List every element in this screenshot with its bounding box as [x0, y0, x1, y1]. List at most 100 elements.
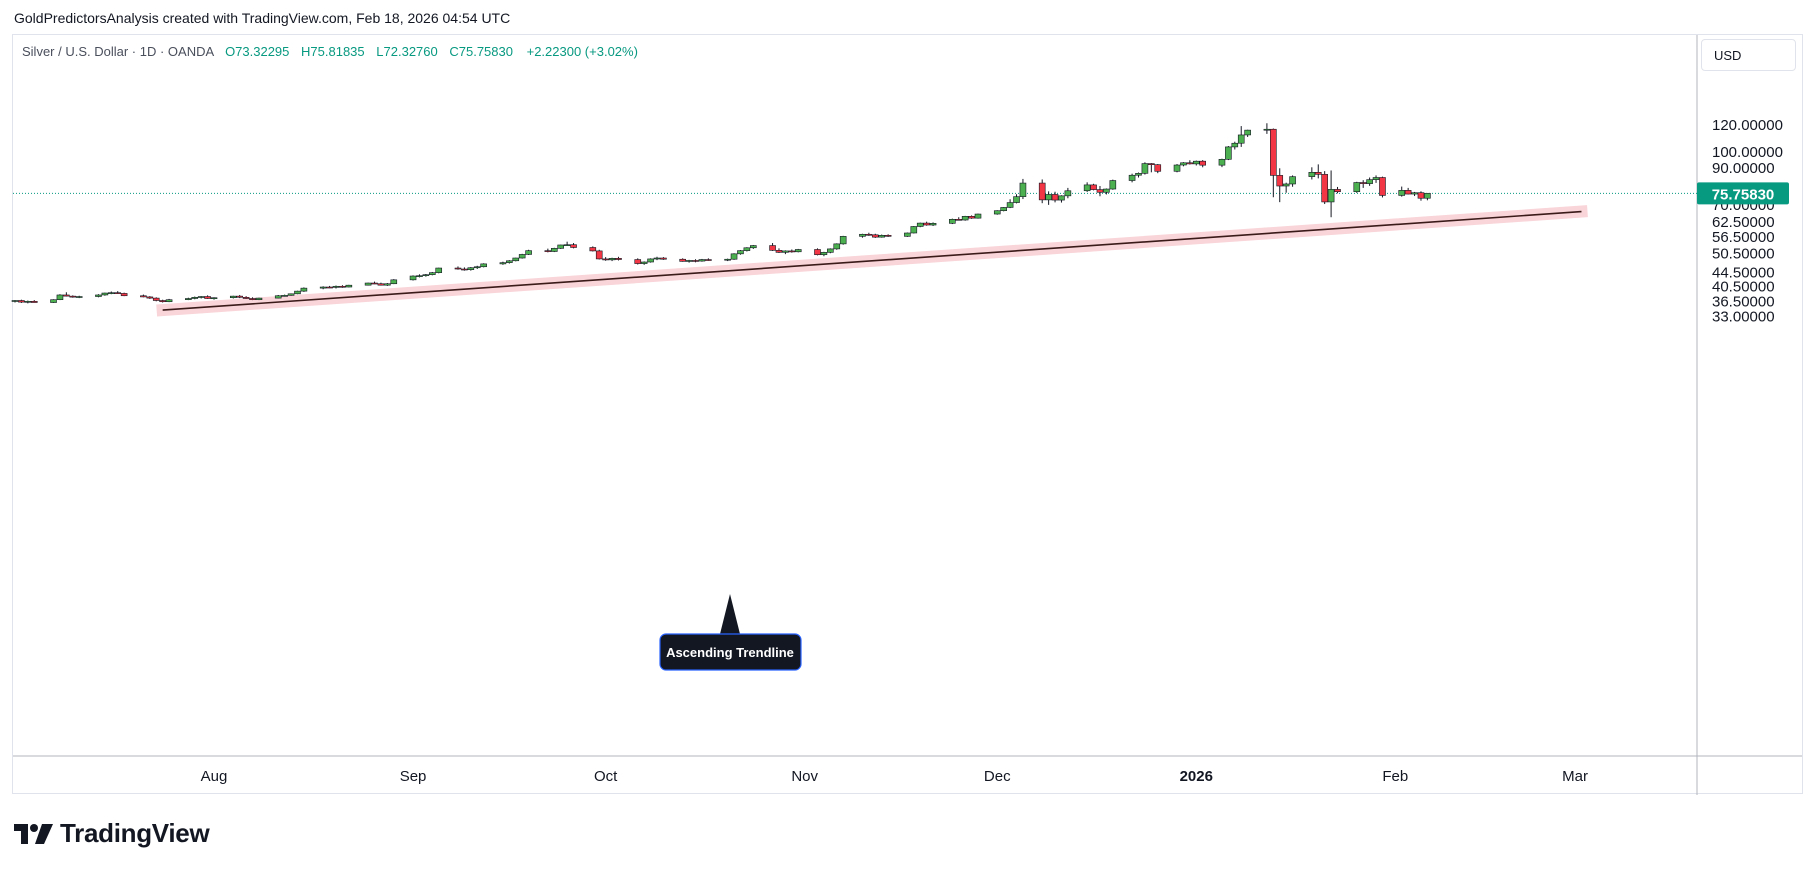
candle-body	[1045, 194, 1052, 201]
y-tick-label: 100.00000	[1712, 144, 1783, 161]
candle-body	[101, 292, 109, 296]
candle-body	[210, 297, 218, 300]
attribution-header: GoldPredictorsAnalysis created with Trad…	[14, 10, 511, 26]
tradingview-logo[interactable]: TradingView	[14, 818, 210, 849]
ohlc-legend: Silver / U.S. Dollar · 1D · OANDA O73.32…	[22, 44, 638, 59]
candle-body	[525, 250, 532, 255]
candle-body	[782, 250, 789, 253]
candle-body	[435, 267, 443, 273]
candle-body	[1173, 164, 1181, 172]
x-tick-label: Sep	[400, 768, 427, 785]
candle-body	[95, 294, 102, 297]
candle-body	[595, 250, 603, 260]
legend-change: +2.22300 (+3.02%)	[526, 44, 638, 59]
candle-body	[788, 250, 796, 253]
candle-body	[108, 292, 115, 294]
candle-body	[634, 259, 642, 264]
candle-body	[1366, 179, 1373, 184]
candle-body	[255, 297, 263, 301]
candle-body	[820, 252, 828, 256]
candle-body	[1327, 189, 1335, 203]
legend-symbol: Silver / U.S. Dollar · 1D · OANDA	[22, 44, 214, 59]
candle-body	[1109, 180, 1117, 190]
candle-body	[422, 274, 430, 276]
candle-body	[50, 299, 57, 303]
candle-body	[249, 298, 256, 301]
x-tick-label: 2026	[1180, 768, 1213, 785]
candle-body	[1000, 207, 1007, 212]
candle-body	[1225, 146, 1232, 160]
candle-body	[1186, 162, 1194, 165]
candle-body	[332, 285, 340, 288]
tradingview-logo-icon	[14, 823, 53, 844]
candle-body	[871, 234, 879, 238]
legend-high: H75.81835	[301, 44, 365, 59]
candle-body	[242, 297, 250, 299]
candle-body	[499, 262, 507, 265]
candle-body	[949, 219, 956, 224]
candle-body	[916, 222, 924, 227]
candle-body	[11, 300, 19, 302]
y-tick-label: 90.00000	[1712, 160, 1775, 177]
candle-body	[140, 295, 147, 298]
candle-body	[705, 259, 712, 261]
annotation-pointer	[720, 594, 740, 634]
candle-body	[1276, 175, 1284, 187]
y-tick-label: 56.50000	[1712, 229, 1775, 246]
candle-body	[1199, 160, 1206, 166]
candle-body	[24, 301, 32, 303]
candle-body	[185, 298, 192, 301]
candle-body	[274, 295, 282, 299]
candle-body	[1379, 177, 1386, 196]
candle-body	[1244, 129, 1251, 136]
last-price-label: 75.75830	[1712, 186, 1775, 203]
candle-body	[1270, 128, 1277, 176]
candle-body	[146, 296, 154, 299]
candle-body	[692, 260, 699, 262]
candle-body	[518, 254, 526, 259]
candle-body	[390, 279, 398, 285]
currency-selector[interactable]: USD	[1701, 39, 1796, 71]
candle-body	[1314, 172, 1322, 175]
candle-body	[1038, 182, 1046, 201]
candle-body	[653, 257, 661, 260]
y-tick-label: 120.00000	[1712, 117, 1783, 134]
candle-body	[467, 267, 475, 270]
candle-body	[326, 286, 333, 289]
candle-body	[602, 258, 609, 261]
tradingview-logo-text: TradingView	[60, 818, 210, 848]
candle-body	[640, 261, 648, 264]
candle-body	[1128, 174, 1136, 181]
candle-body	[1353, 182, 1361, 193]
candle-body	[120, 293, 128, 297]
candle-body	[461, 268, 468, 271]
candle-body	[1417, 192, 1425, 199]
candle-body	[1218, 159, 1226, 166]
candle-body	[1404, 190, 1412, 195]
candle-body	[557, 244, 565, 249]
candle-body	[63, 294, 70, 297]
candle-body	[929, 223, 937, 226]
candle-body	[339, 285, 346, 288]
candle-body	[1237, 134, 1245, 144]
candle-body	[814, 249, 821, 256]
legend-close: C75.75830	[449, 44, 513, 59]
candle-body	[1424, 192, 1431, 199]
candle-body	[75, 296, 83, 298]
candle-body	[544, 250, 552, 252]
candle-body	[114, 292, 122, 294]
candle-body	[878, 235, 886, 238]
x-tick-label: Feb	[1382, 768, 1408, 785]
legend-open: O73.32295	[225, 44, 290, 59]
candle-body	[18, 300, 25, 303]
candle-body	[1411, 192, 1418, 195]
candle-body	[660, 257, 667, 260]
x-tick-label: Nov	[791, 768, 818, 785]
candle-body	[550, 248, 558, 252]
candle-body	[1083, 184, 1091, 192]
candle-body	[794, 249, 802, 253]
candle-body	[698, 259, 706, 262]
y-tick-label: 40.50000	[1712, 278, 1775, 295]
candle-body	[1289, 176, 1296, 185]
